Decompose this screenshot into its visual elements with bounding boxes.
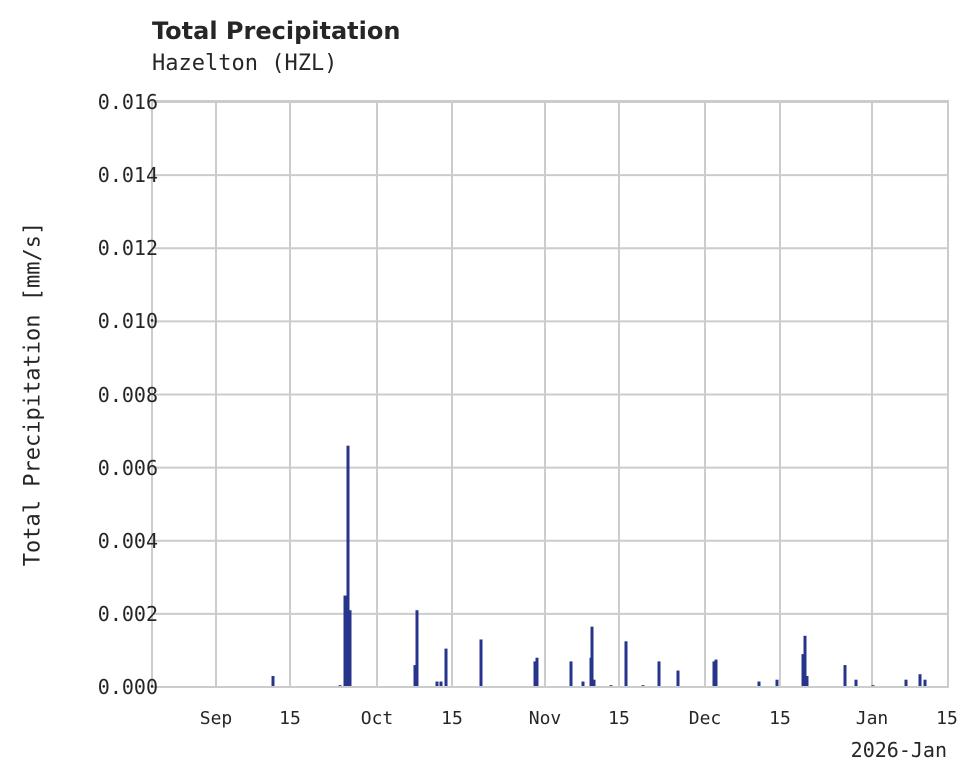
x-tick-label: 15 <box>441 708 463 729</box>
precip-bar <box>348 610 352 687</box>
precip-bar <box>271 676 275 687</box>
precip-bar <box>843 665 847 687</box>
precip-bar <box>923 679 927 687</box>
precip-bar <box>533 661 537 687</box>
x-tick-label: Sep <box>199 708 233 729</box>
chart-title: Total Precipitation <box>152 17 401 45</box>
precip-bar <box>439 681 443 687</box>
x-tick-label: 15 <box>608 708 630 729</box>
precip-bar <box>592 679 596 687</box>
precip-bar <box>581 681 585 687</box>
y-tick-label: 0.000 <box>97 675 158 699</box>
precip-bar <box>479 639 483 687</box>
y-tick-label: 0.014 <box>97 163 158 188</box>
y-tick-label: 0.010 <box>97 309 158 334</box>
x-tick-label: Jan <box>855 708 889 729</box>
precip-bar <box>590 626 594 687</box>
precip-bar <box>569 661 573 687</box>
y-tick-label: 0.004 <box>97 528 158 553</box>
precip-bar <box>712 661 716 687</box>
precip-bar <box>346 445 350 687</box>
precip-bar <box>918 674 922 687</box>
precip-bar <box>676 670 680 687</box>
x-tick-label: 15 <box>279 708 301 729</box>
x-tick-label: 15 <box>769 708 791 729</box>
y-tick-label: 0.016 <box>97 90 158 114</box>
precip-bar <box>413 665 417 687</box>
y-tick-label: 0.012 <box>97 236 158 261</box>
precip-bar <box>757 681 761 687</box>
y-tick-label: 0.008 <box>97 382 158 407</box>
x-tick-label: Dec <box>688 708 722 729</box>
chart-subtitle: Hazelton (HZL) <box>152 51 338 76</box>
precip-bar <box>343 595 347 687</box>
y-tick-label: 0.006 <box>97 455 158 480</box>
precip-bar <box>657 661 661 687</box>
precip-bar <box>801 654 805 687</box>
x-axis-offset-label: 2026-Jan <box>850 738 947 762</box>
precip-bar <box>805 676 809 687</box>
y-tick-label: 0.002 <box>97 601 158 626</box>
x-tick-label: Nov <box>528 708 562 729</box>
precip-bar <box>904 679 908 687</box>
precip-bar <box>775 679 779 687</box>
x-tick-label: Oct <box>360 708 394 729</box>
precip-bar <box>803 635 807 687</box>
precip-bar <box>435 681 439 687</box>
precip-bar <box>535 657 539 687</box>
x-tick-label: 15 <box>936 708 958 729</box>
precip-bar <box>444 648 448 687</box>
precip-bar <box>854 679 858 687</box>
precip-bar <box>714 659 718 687</box>
precip-bar <box>415 610 419 687</box>
precip-bar <box>624 641 628 687</box>
